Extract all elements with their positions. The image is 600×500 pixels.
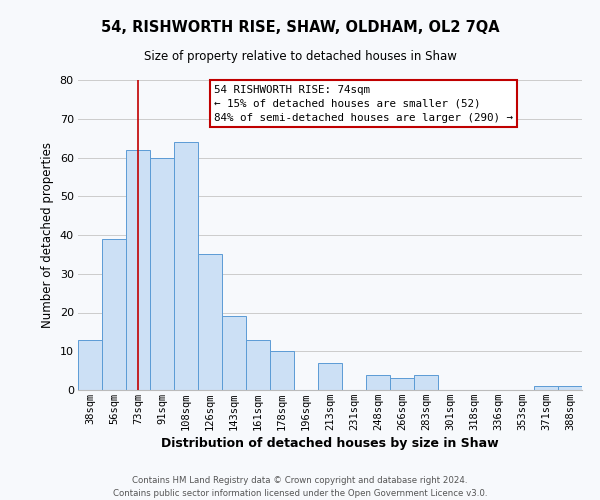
Bar	[558, 386, 582, 390]
Bar	[174, 142, 198, 390]
Y-axis label: Number of detached properties: Number of detached properties	[41, 142, 54, 328]
Bar	[318, 363, 342, 390]
Bar	[102, 239, 126, 390]
X-axis label: Distribution of detached houses by size in Shaw: Distribution of detached houses by size …	[161, 437, 499, 450]
Bar	[390, 378, 414, 390]
Bar	[534, 386, 558, 390]
Text: Size of property relative to detached houses in Shaw: Size of property relative to detached ho…	[143, 50, 457, 63]
Bar	[414, 374, 438, 390]
Bar	[198, 254, 222, 390]
Bar	[222, 316, 246, 390]
Text: 54, RISHWORTH RISE, SHAW, OLDHAM, OL2 7QA: 54, RISHWORTH RISE, SHAW, OLDHAM, OL2 7Q…	[101, 20, 499, 35]
Bar	[150, 158, 174, 390]
Bar	[366, 374, 390, 390]
Text: Contains HM Land Registry data © Crown copyright and database right 2024.
Contai: Contains HM Land Registry data © Crown c…	[113, 476, 487, 498]
Bar	[270, 351, 294, 390]
Bar	[78, 340, 102, 390]
Bar	[126, 150, 150, 390]
Text: 54 RISHWORTH RISE: 74sqm
← 15% of detached houses are smaller (52)
84% of semi-d: 54 RISHWORTH RISE: 74sqm ← 15% of detach…	[214, 84, 513, 122]
Bar	[246, 340, 270, 390]
